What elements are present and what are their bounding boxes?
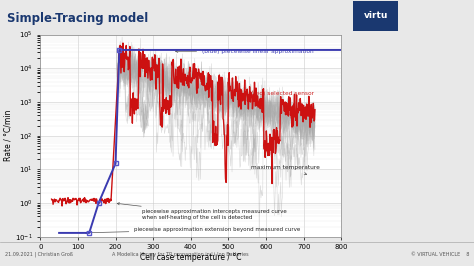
Text: piecewise approximation intercepts measured curve
when self-heating of the cell : piecewise approximation intercepts measu… xyxy=(117,203,287,220)
Text: A Modelica library for TR propagation in Li-Ion Batteries: A Modelica library for TR propagation in… xyxy=(112,252,248,256)
Text: (blue) piecewise linear approximation: (blue) piecewise linear approximation xyxy=(175,49,314,54)
Y-axis label: Rate / °C/min: Rate / °C/min xyxy=(3,110,12,161)
X-axis label: Cell case temperature / °C: Cell case temperature / °C xyxy=(140,253,242,262)
Text: maximum temperature: maximum temperature xyxy=(251,165,320,175)
Text: Simple-Tracing model: Simple-Tracing model xyxy=(7,12,148,25)
Text: 21.09.2021 | Christian Groß: 21.09.2021 | Christian Groß xyxy=(5,251,73,257)
Text: (red) selected sensor: (red) selected sensor xyxy=(251,91,314,96)
Text: piecewise approximation extension beyond measured curve: piecewise approximation extension beyond… xyxy=(85,227,301,234)
Text: virtu: virtu xyxy=(364,11,388,20)
Text: © VIRTUAL VEHICLE    8: © VIRTUAL VEHICLE 8 xyxy=(411,252,469,256)
